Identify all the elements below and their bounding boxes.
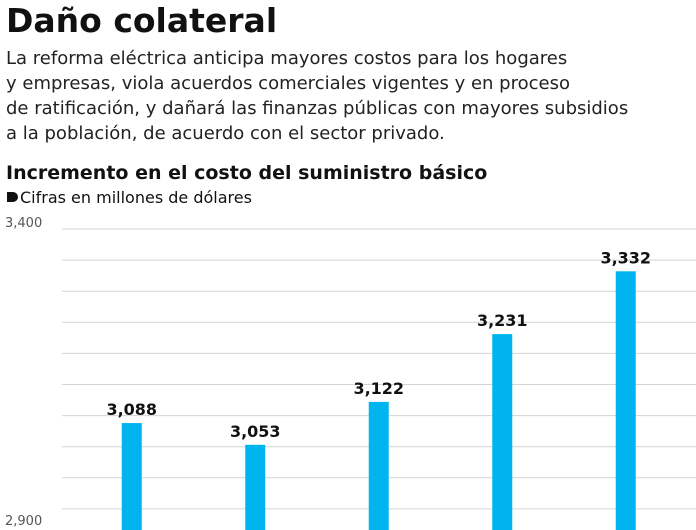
description-line: La reforma eléctrica anticipa mayores co…	[6, 48, 567, 69]
y-tick-label: 2,900	[5, 514, 42, 529]
description-line: a la población, de acuerdo con el sector…	[6, 123, 445, 144]
unit-bullet	[7, 192, 18, 202]
bar	[245, 444, 266, 530]
value-label: 3,088	[106, 400, 157, 419]
bar	[492, 334, 513, 530]
chart-title: Incremento en el costo del suministro bá…	[6, 162, 487, 184]
bar	[368, 401, 389, 530]
value-label: 3,122	[353, 379, 404, 398]
title: Daño colateral	[6, 1, 277, 40]
value-label: 3,053	[230, 422, 281, 441]
description-line: y empresas, viola acuerdos comerciales v…	[6, 73, 570, 94]
value-label: 3,231	[477, 311, 528, 330]
description-line: de ratificación, y dañará las finanzas p…	[6, 98, 628, 119]
value-label: 3,332	[600, 248, 651, 267]
bar	[121, 423, 142, 530]
y-tick-label: 3,400	[5, 216, 42, 231]
unit-label: Cifras en millones de dólares	[20, 188, 252, 207]
bar	[615, 271, 636, 530]
